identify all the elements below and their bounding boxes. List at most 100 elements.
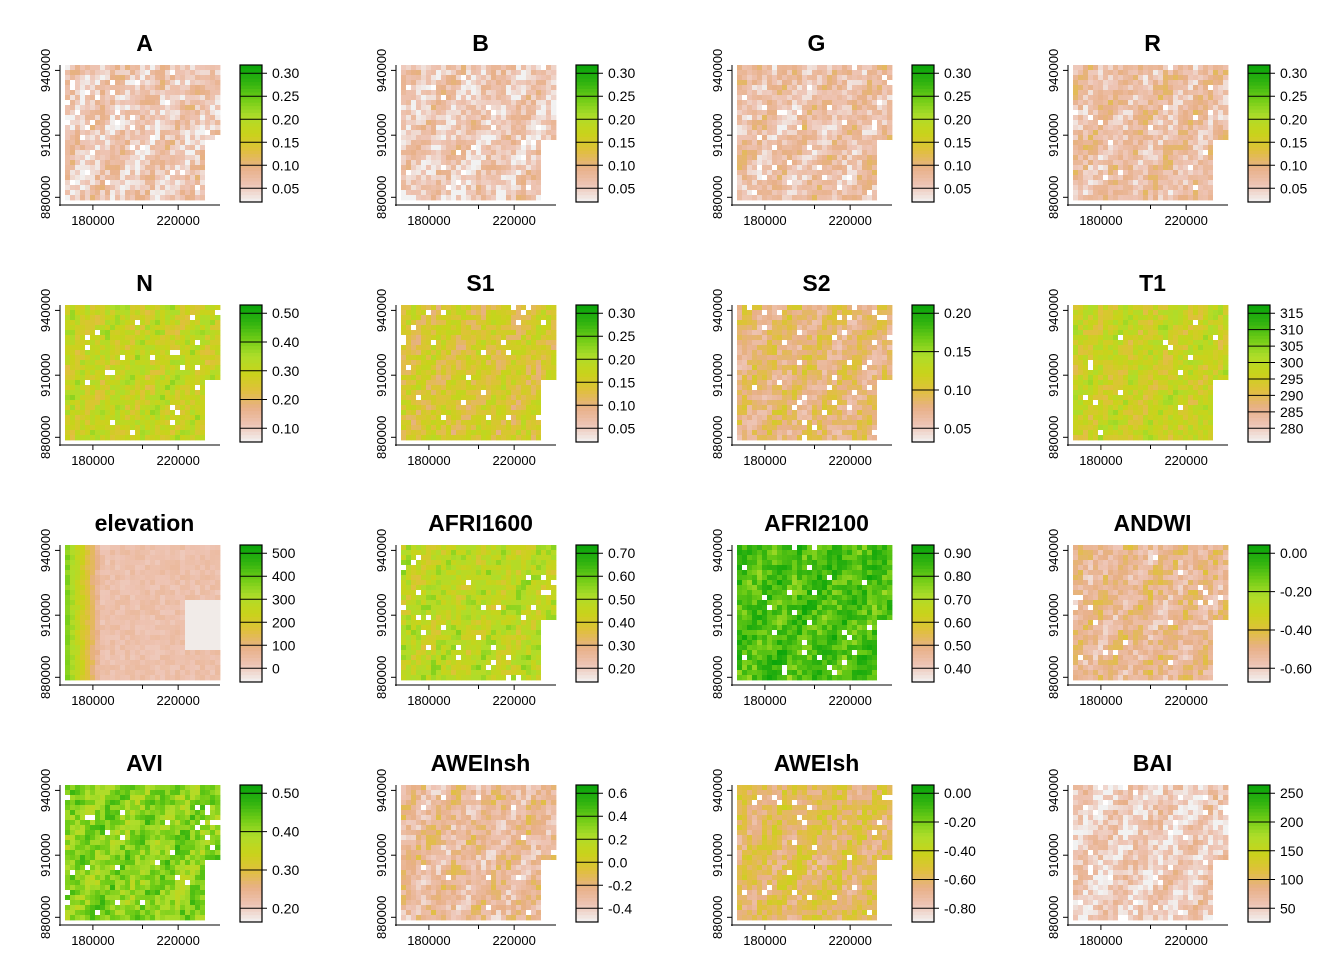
raster-cell <box>165 75 171 81</box>
raster-cell <box>175 155 181 161</box>
raster-cell <box>1148 140 1154 146</box>
raster-cell <box>175 150 181 156</box>
raster-cell <box>1223 135 1229 141</box>
raster-cell <box>1173 125 1179 131</box>
raster-cell <box>1108 130 1114 136</box>
raster-cell <box>125 170 131 176</box>
raster-cell <box>1173 90 1179 96</box>
raster-cell <box>1088 190 1094 196</box>
raster-cell <box>155 160 161 166</box>
raster-cell <box>110 160 116 166</box>
raster-cell <box>551 185 557 191</box>
raster-cell <box>205 385 211 391</box>
raster-cell <box>521 100 527 106</box>
raster-cell <box>486 120 492 126</box>
raster-cell <box>431 190 437 196</box>
raster-cell <box>130 105 136 111</box>
raster-cell <box>75 430 81 436</box>
raster-cell <box>882 195 888 201</box>
raster-cell <box>421 115 427 121</box>
raster-cell <box>486 130 492 136</box>
raster-cell <box>1098 125 1104 131</box>
raster-cell <box>1108 190 1114 196</box>
raster-cell <box>215 85 221 91</box>
raster-cell <box>95 120 101 126</box>
raster-cell <box>85 395 91 401</box>
raster-cell <box>175 415 181 421</box>
raster-cell <box>466 80 472 86</box>
raster-cell <box>75 150 81 156</box>
raster-cell <box>1158 105 1164 111</box>
raster-cell <box>125 345 131 351</box>
raster-cell <box>411 115 417 121</box>
raster-cell <box>451 315 457 321</box>
raster-cell <box>180 395 186 401</box>
colorbar-band <box>912 136 934 141</box>
raster-cell <box>506 65 512 71</box>
raster-cell <box>737 70 743 76</box>
raster-cell <box>546 345 552 351</box>
raster-cell <box>882 170 888 176</box>
colorbar-band <box>1248 92 1270 97</box>
raster-cell <box>110 145 116 151</box>
raster-cell <box>451 180 457 186</box>
raster-cell <box>1158 110 1164 116</box>
raster-cell <box>1173 105 1179 111</box>
raster-cell <box>802 155 808 161</box>
raster-cell <box>215 150 221 156</box>
raster-cell <box>80 390 86 396</box>
raster-cell <box>406 195 412 201</box>
colorbar-frame <box>575 64 599 203</box>
raster-cell <box>80 310 86 316</box>
raster-cell <box>180 170 186 176</box>
raster-cell <box>105 375 111 381</box>
raster-cell <box>85 360 91 366</box>
raster-cell <box>456 125 462 131</box>
raster-cell <box>150 140 156 146</box>
raster-cell <box>822 140 828 146</box>
raster-cell <box>541 310 547 316</box>
raster-cell <box>877 125 883 131</box>
raster-cell <box>210 115 216 121</box>
raster-cell <box>65 100 71 106</box>
colorbar-band <box>576 130 598 134</box>
raster-cell <box>802 65 808 71</box>
raster-cell <box>100 190 106 196</box>
raster-cell <box>90 145 96 151</box>
raster-cell <box>150 110 156 116</box>
raster-cell <box>145 335 151 341</box>
raster-cell <box>1073 160 1079 166</box>
raster-cell <box>1163 70 1169 76</box>
raster-cell <box>872 185 878 191</box>
raster-cell <box>777 190 783 196</box>
raster-cell <box>75 405 81 411</box>
raster-cell <box>416 165 422 171</box>
raster-cell <box>1088 95 1094 101</box>
raster-cell <box>75 350 81 356</box>
raster-cell <box>406 110 412 116</box>
raster-cell <box>401 100 407 106</box>
raster-cell <box>100 335 106 341</box>
raster-cell <box>426 190 432 196</box>
raster-cell <box>421 355 427 361</box>
raster-cell <box>1108 95 1114 101</box>
raster-cell <box>125 75 131 81</box>
raster-cell <box>506 95 512 101</box>
raster-cell <box>832 190 838 196</box>
raster-cell <box>65 435 71 441</box>
raster-cell <box>1148 65 1154 71</box>
raster-cell <box>150 75 156 81</box>
raster-cell <box>857 115 863 121</box>
raster-cell <box>205 435 211 441</box>
raster-cell <box>130 355 136 361</box>
raster-cell <box>170 405 176 411</box>
raster-cell <box>95 100 101 106</box>
raster-cell <box>105 340 111 346</box>
raster-cell <box>456 360 462 366</box>
raster-cell <box>1078 190 1084 196</box>
raster-cell <box>441 335 447 341</box>
raster-cell <box>1213 125 1219 131</box>
colorbar-band <box>912 164 934 169</box>
raster-cell <box>1183 105 1189 111</box>
raster-cell <box>170 320 176 326</box>
